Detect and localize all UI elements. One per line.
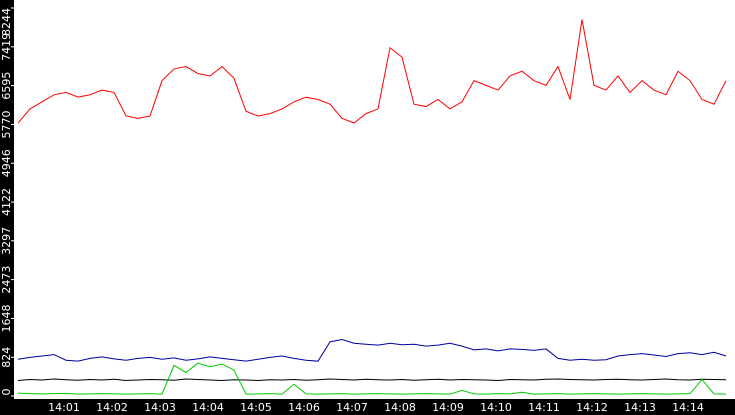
- y-tick-label: 4946: [0, 149, 13, 177]
- x-tick-label: 14:13: [624, 401, 656, 414]
- y-tick-label: 7419: [0, 33, 13, 61]
- series-line: [17, 19, 727, 124]
- x-tick-label: 14:08: [384, 401, 416, 414]
- y-tick-label: 5770: [0, 110, 13, 138]
- y-tick-label: 4122: [0, 188, 13, 216]
- x-axis-strip: [0, 399, 735, 415]
- y-tick-label: 0: [0, 389, 13, 396]
- x-tick-label: 14:09: [432, 401, 464, 414]
- series-line: [17, 362, 727, 395]
- series-line: [17, 378, 727, 381]
- x-tick-label: 14:06: [288, 401, 320, 414]
- y-tick-label: 824: [0, 347, 13, 368]
- series-line: [17, 339, 727, 362]
- y-tick-label: 2473: [0, 266, 13, 294]
- x-tick-label: 14:12: [576, 401, 608, 414]
- x-tick-label: 14:01: [48, 401, 80, 414]
- x-tick-label: 14:05: [240, 401, 272, 414]
- y-tick-label: 3297: [0, 227, 13, 255]
- x-tick-label: 14:10: [480, 401, 512, 414]
- y-axis-strip: [0, 0, 14, 415]
- x-tick-label: 14:04: [192, 401, 224, 414]
- x-tick-label: 14:03: [144, 401, 176, 414]
- y-tick-label: 6595: [0, 72, 13, 100]
- x-tick-label: 14:07: [336, 401, 368, 414]
- x-tick-label: 14:02: [96, 401, 128, 414]
- x-tick-label: 14:14: [672, 401, 704, 414]
- y-tick-label: 1648: [0, 304, 13, 332]
- x-tick-label: 14:11: [528, 401, 560, 414]
- y-tick-label: 8244: [0, 8, 13, 36]
